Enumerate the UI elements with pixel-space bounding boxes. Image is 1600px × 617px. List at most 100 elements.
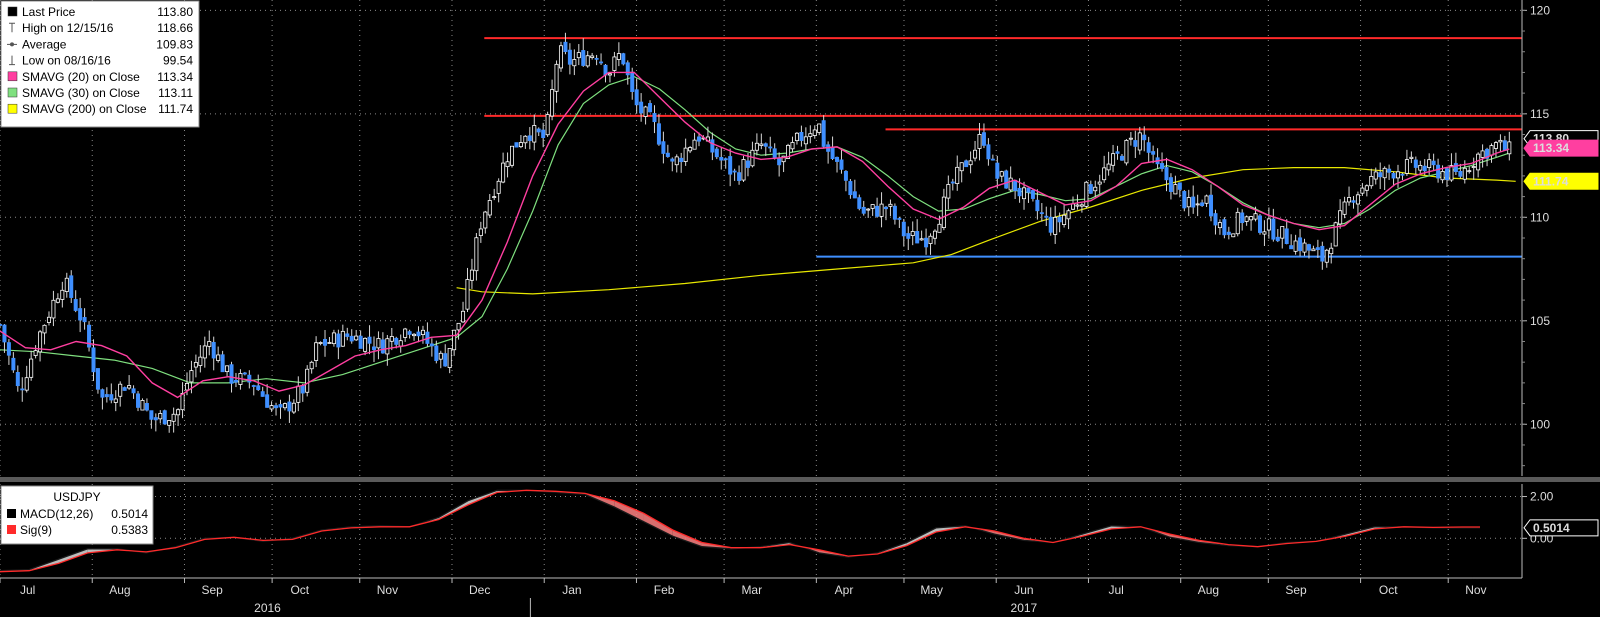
candle-body — [567, 49, 572, 65]
candle-body — [790, 142, 795, 150]
legend-value-1: 118.66 — [157, 21, 193, 35]
candle-body — [452, 329, 457, 351]
candle-body — [323, 338, 328, 346]
candle-body — [1102, 167, 1107, 181]
candle-body — [1079, 204, 1084, 207]
candle-body — [648, 103, 653, 113]
candle-body — [1289, 245, 1294, 250]
candle-body — [1088, 184, 1093, 194]
candle-body — [429, 343, 434, 347]
price-tick-label-3: 105 — [1530, 314, 1550, 328]
candle-body — [305, 368, 310, 393]
candle-body — [576, 52, 581, 59]
candle-body — [1418, 164, 1423, 171]
candle-body — [420, 329, 425, 335]
pane-separator[interactable] — [0, 477, 1600, 482]
candle-body — [15, 372, 20, 387]
candle-body — [1462, 167, 1467, 180]
candle-body — [1262, 231, 1267, 235]
candle-body — [229, 364, 234, 384]
candle-body — [1378, 172, 1383, 178]
candle-body — [354, 335, 359, 341]
price-tick-label-2: 110 — [1530, 210, 1549, 224]
month-label-5: Dec — [469, 583, 490, 597]
candle-body — [367, 336, 372, 344]
legend-swatch-4 — [7, 71, 18, 82]
candle-body — [1070, 203, 1075, 210]
candle-body — [843, 170, 848, 181]
candle-body — [269, 405, 274, 410]
candle-body — [910, 231, 915, 236]
candle-body — [225, 365, 230, 373]
candle-body — [1226, 231, 1231, 235]
candle-body — [1115, 151, 1120, 154]
candle-body — [1315, 247, 1320, 251]
candle-body — [901, 221, 906, 237]
candle-body — [554, 63, 559, 92]
candle-body — [550, 89, 555, 117]
candle-body — [1507, 141, 1512, 155]
candle-body — [469, 269, 474, 281]
candle-body — [1302, 242, 1307, 253]
month-label-2: Sep — [201, 583, 223, 597]
candle-body — [581, 50, 586, 66]
candle-body — [118, 383, 123, 397]
month-label-16: Nov — [1465, 583, 1486, 597]
candle-body — [242, 372, 247, 375]
candle-body — [443, 353, 448, 367]
price-tag-1: 113.34 — [1523, 139, 1599, 157]
candle-body — [1369, 176, 1374, 187]
candle-body — [1142, 134, 1147, 141]
candle-body — [95, 368, 100, 390]
candle-body — [835, 156, 840, 162]
candle-body — [817, 123, 822, 133]
candle-body — [906, 233, 911, 239]
candle-body — [1275, 236, 1280, 242]
candle-body — [193, 362, 198, 368]
candle-body — [1306, 244, 1311, 251]
candle-body — [919, 238, 924, 241]
candles — [0, 32, 1512, 433]
candle-body — [1480, 150, 1485, 158]
candle-body — [1133, 140, 1138, 147]
candle-body — [1360, 187, 1365, 194]
month-label-6: Jan — [562, 583, 581, 597]
candle-body — [968, 160, 973, 166]
candle-body — [1195, 203, 1200, 206]
candle-body — [812, 129, 817, 136]
candle-body — [487, 200, 492, 216]
legend-swatch-6 — [7, 103, 18, 114]
candle-body — [474, 237, 479, 272]
candle-body — [1097, 181, 1102, 185]
legend-value-0: 113.80 — [157, 5, 193, 19]
candle-body — [1266, 218, 1271, 231]
sma20-line — [0, 71, 1510, 399]
candle-body — [1030, 190, 1035, 199]
legend-label-1: High on 12/15/16 — [22, 21, 114, 35]
candle-body — [541, 129, 546, 139]
candle-body — [73, 299, 78, 311]
candle-body — [109, 394, 114, 401]
candle-body — [514, 142, 519, 148]
month-label-13: Aug — [1198, 583, 1219, 597]
candle-body — [763, 143, 768, 147]
legend-label-3: Low on 08/16/16 — [22, 54, 111, 68]
candle-body — [465, 279, 470, 310]
candle-body — [621, 53, 626, 65]
time-axis: Jul Aug Sep Oct Nov Dec Jan Feb Mar Apr May Jun Jul A… — [0, 577, 1522, 617]
candle-body — [518, 142, 523, 148]
candle-body — [674, 156, 679, 166]
candle-body — [1413, 159, 1418, 168]
candle-body — [256, 385, 261, 391]
candle-body — [536, 128, 541, 133]
candle-body — [1444, 168, 1449, 181]
macd-gap-segment — [672, 529, 702, 547]
candle-body — [1498, 139, 1503, 143]
candle-body — [1467, 170, 1472, 173]
candle-body — [1173, 184, 1178, 195]
candle-body — [1311, 248, 1316, 252]
candle-body — [1347, 197, 1352, 203]
candle-body — [274, 405, 279, 409]
month-label-10: May — [920, 583, 943, 597]
